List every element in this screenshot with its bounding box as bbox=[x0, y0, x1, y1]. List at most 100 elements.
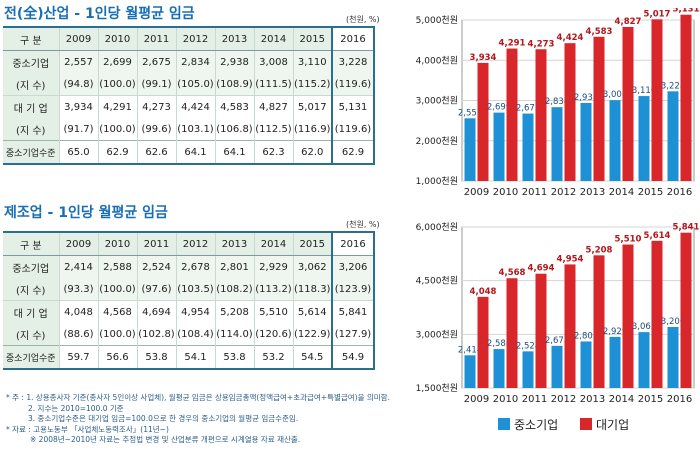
cell: (119.6) bbox=[331, 118, 375, 141]
cell: (94.8) bbox=[58, 73, 98, 96]
cell: (103.1) bbox=[175, 118, 215, 141]
table2-row-large-index: (지 수) (88.6) (100.0) (102.8) (108.4) (11… bbox=[3, 323, 375, 346]
data-label-sme: 3,110 bbox=[632, 86, 656, 96]
table1-header-year: 2010 bbox=[97, 26, 137, 51]
bar-large bbox=[535, 49, 547, 181]
table1-header-year: 2013 bbox=[214, 26, 254, 51]
chart-all-industries-svg: 1,000천원 2,000천원 3,000천원 4,000천원 5,000천원 2,557… bbox=[416, 5, 700, 198]
data-label-large: 5,017 bbox=[644, 9, 671, 19]
table2-row-sme: 중소기업 2,414 2,588 2,524 2,678 2,801 2,929… bbox=[3, 255, 375, 278]
data-label-sme: 2,414 bbox=[458, 345, 482, 355]
data-label-large: 5,510 bbox=[615, 235, 642, 245]
footnote: ※ 2008년~2010년 자료는 추정법 변경 및 산업분류 개편으로 시계열… bbox=[30, 435, 301, 444]
y-tick-label: 1,000천원 bbox=[416, 176, 458, 187]
footnote: 3. 중소기업수준은 대기업 임금=100.0으로 한 경우의 중소기업의 월평… bbox=[28, 414, 299, 423]
table2-header-year: 2010 bbox=[97, 231, 137, 256]
row-label: (지 수) bbox=[3, 323, 59, 346]
cell: (127.9) bbox=[331, 323, 375, 346]
x-tick-label: 2013 bbox=[580, 394, 605, 405]
bar-large bbox=[651, 19, 663, 181]
x-tick-label: 2016 bbox=[667, 187, 692, 198]
data-label-sme: 3,228 bbox=[661, 81, 685, 91]
bar-sme bbox=[493, 349, 505, 388]
x-tick-label: 2011 bbox=[522, 187, 547, 198]
legend-label: 대기업 bbox=[596, 418, 630, 432]
cell: 5,614 bbox=[292, 300, 332, 323]
table1-row-large: 대 기 업 3,934 4,291 4,273 4,424 4,583 4,82… bbox=[3, 95, 375, 118]
table1-header-year: 2014 bbox=[253, 26, 293, 51]
data-label-sme: 2,938 bbox=[574, 93, 598, 103]
cell: (105.0) bbox=[175, 73, 215, 96]
cell: 2,588 bbox=[97, 255, 137, 278]
table2-row-sme-index: (지 수) (93.3) (100.0) (97.6) (103.5) (108… bbox=[3, 278, 375, 301]
cell: 54.1 bbox=[175, 345, 215, 370]
data-label-large: 4,424 bbox=[557, 33, 584, 43]
cell: (114.0) bbox=[214, 323, 254, 346]
row-label: 중소기업수준 bbox=[3, 140, 59, 165]
cell: 5,131 bbox=[331, 95, 375, 118]
cell: (91.7) bbox=[58, 118, 98, 141]
bar-sme bbox=[522, 351, 534, 388]
data-label-large: 4,048 bbox=[470, 287, 497, 297]
cell: (119.6) bbox=[331, 73, 375, 96]
cell: (103.5) bbox=[175, 278, 215, 301]
cell: 54.9 bbox=[331, 345, 375, 370]
bar-large bbox=[622, 26, 634, 181]
cell: (97.6) bbox=[136, 278, 176, 301]
bar-large bbox=[564, 264, 576, 388]
row-label: 중소기업 bbox=[3, 255, 59, 278]
table1-header-year: 2015 bbox=[292, 26, 332, 51]
table2-header-year: 2013 bbox=[214, 231, 254, 256]
y-tick-label: 4,000천원 bbox=[416, 55, 458, 66]
data-label-sme: 2,699 bbox=[487, 103, 511, 113]
cell: 2,929 bbox=[253, 255, 293, 278]
data-label-sme: 2,588 bbox=[487, 339, 511, 349]
cell: 2,414 bbox=[58, 255, 98, 278]
chart-manufacturing: 1,500천원 3,000천원 4,500천원 6,000천원 2,414 4,048 20… bbox=[400, 215, 700, 414]
footnote: 2. 지수는 2010=100.0 기준 bbox=[28, 403, 124, 413]
cell: (111.5) bbox=[253, 73, 293, 96]
cell: 3,206 bbox=[331, 255, 375, 278]
row-label: 중소기업수준 bbox=[3, 345, 59, 370]
cell: 64.1 bbox=[214, 140, 254, 165]
bar-large bbox=[506, 278, 518, 388]
bar-sme bbox=[551, 107, 563, 181]
y-tick-label: 4,500천원 bbox=[416, 276, 458, 287]
data-label-large: 4,583 bbox=[586, 27, 613, 37]
data-label-large: 4,291 bbox=[499, 39, 526, 49]
data-label-sme: 2,557 bbox=[458, 108, 482, 118]
data-label-sme: 2,675 bbox=[516, 104, 540, 114]
cell: 3,008 bbox=[253, 50, 293, 73]
data-label-large: 5,841 bbox=[673, 223, 700, 233]
x-tick-label: 2010 bbox=[493, 394, 518, 405]
cell: (100.0) bbox=[97, 73, 137, 96]
cell: 64.1 bbox=[175, 140, 215, 165]
y-tick-label: 5,000천원 bbox=[416, 15, 458, 26]
cell: 4,291 bbox=[97, 95, 137, 118]
bar-large bbox=[506, 48, 518, 182]
cell: 5,208 bbox=[214, 300, 254, 323]
table1-row-sme-index: (지 수) (94.8) (100.0) (99.1) (105.0) (108… bbox=[3, 73, 375, 96]
bar-large bbox=[593, 36, 605, 182]
cell: 62.9 bbox=[97, 140, 137, 165]
footnote: * 자료 : 고용노동부 「사업체노동력조사」(11년~) bbox=[6, 424, 169, 434]
cell: 65.0 bbox=[58, 140, 98, 165]
data-label-sme: 2,834 bbox=[545, 97, 569, 107]
table2-header-category: 구 분 bbox=[3, 231, 59, 256]
cell: 2,675 bbox=[136, 50, 176, 73]
data-label-large: 4,827 bbox=[615, 17, 642, 27]
x-tick-label: 2014 bbox=[609, 187, 634, 198]
data-label-sme: 3,062 bbox=[632, 322, 656, 332]
table2-header-year: 2016 bbox=[331, 231, 375, 256]
cell: 4,694 bbox=[136, 300, 176, 323]
chart-manufacturing-svg: 1,500천원 3,000천원 4,500천원 6,000천원 2,414 4,048 20… bbox=[416, 222, 700, 405]
table1-header-year: 2012 bbox=[175, 26, 215, 51]
cell: 3,062 bbox=[292, 255, 332, 278]
cell: (123.9) bbox=[331, 278, 375, 301]
cell: 2,557 bbox=[58, 50, 98, 73]
y-tick-label: 6,000천원 bbox=[416, 222, 458, 233]
cell: (108.9) bbox=[214, 73, 254, 96]
cell: 62.6 bbox=[136, 140, 176, 165]
x-tick-label: 2014 bbox=[609, 394, 634, 405]
table2-header-year: 2012 bbox=[175, 231, 215, 256]
